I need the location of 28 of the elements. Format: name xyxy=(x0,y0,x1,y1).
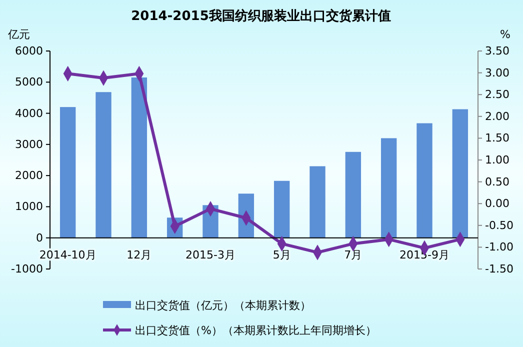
y-tick-label: 4000 xyxy=(15,106,43,120)
y2-tick-label: -1.50 xyxy=(485,262,514,276)
y-tick-label: 5000 xyxy=(15,76,43,89)
y-axis-title: 亿元 xyxy=(7,28,30,41)
y2-tick-label: 2.50 xyxy=(485,88,510,102)
y-tick-label: -1000 xyxy=(11,262,43,276)
y2-tick-label: 1.00 xyxy=(485,154,510,167)
chart-title: 2014-2015我国纺织服装业出口交货累计值 xyxy=(131,8,391,24)
y-tick-label: 1000 xyxy=(15,200,43,214)
x-tick-label: 5月 xyxy=(272,248,291,262)
y-tick-label: 3000 xyxy=(15,138,43,151)
legend-label: 出口交货值（%）（本期累计数比上年同期增长） xyxy=(135,324,376,337)
y2-axis-title: % xyxy=(500,28,510,41)
y-tick-label: 0 xyxy=(36,231,43,244)
y-tick-label: 2000 xyxy=(15,169,43,182)
x-tick-label: 12月 xyxy=(126,248,152,262)
y2-tick-label: 3.50 xyxy=(485,44,510,58)
y2-tick-label: -0.50 xyxy=(485,218,514,232)
x-tick-label: 2015-3月 xyxy=(186,248,236,262)
x-tick-label: 7月 xyxy=(344,248,362,262)
y2-tick-label: 0.00 xyxy=(485,197,510,210)
legend-label: 出口交货值（亿元）（本期累计数） xyxy=(135,299,311,312)
y2-tick-label: 2.00 xyxy=(485,110,510,123)
y2-tick-label: 0.50 xyxy=(485,175,510,188)
y-tick-label: 6000 xyxy=(15,44,43,58)
y2-tick-label: -1.00 xyxy=(485,240,514,254)
y2-tick-label: 3.00 xyxy=(485,66,510,80)
y2-tick-label: 1.50 xyxy=(485,132,510,145)
